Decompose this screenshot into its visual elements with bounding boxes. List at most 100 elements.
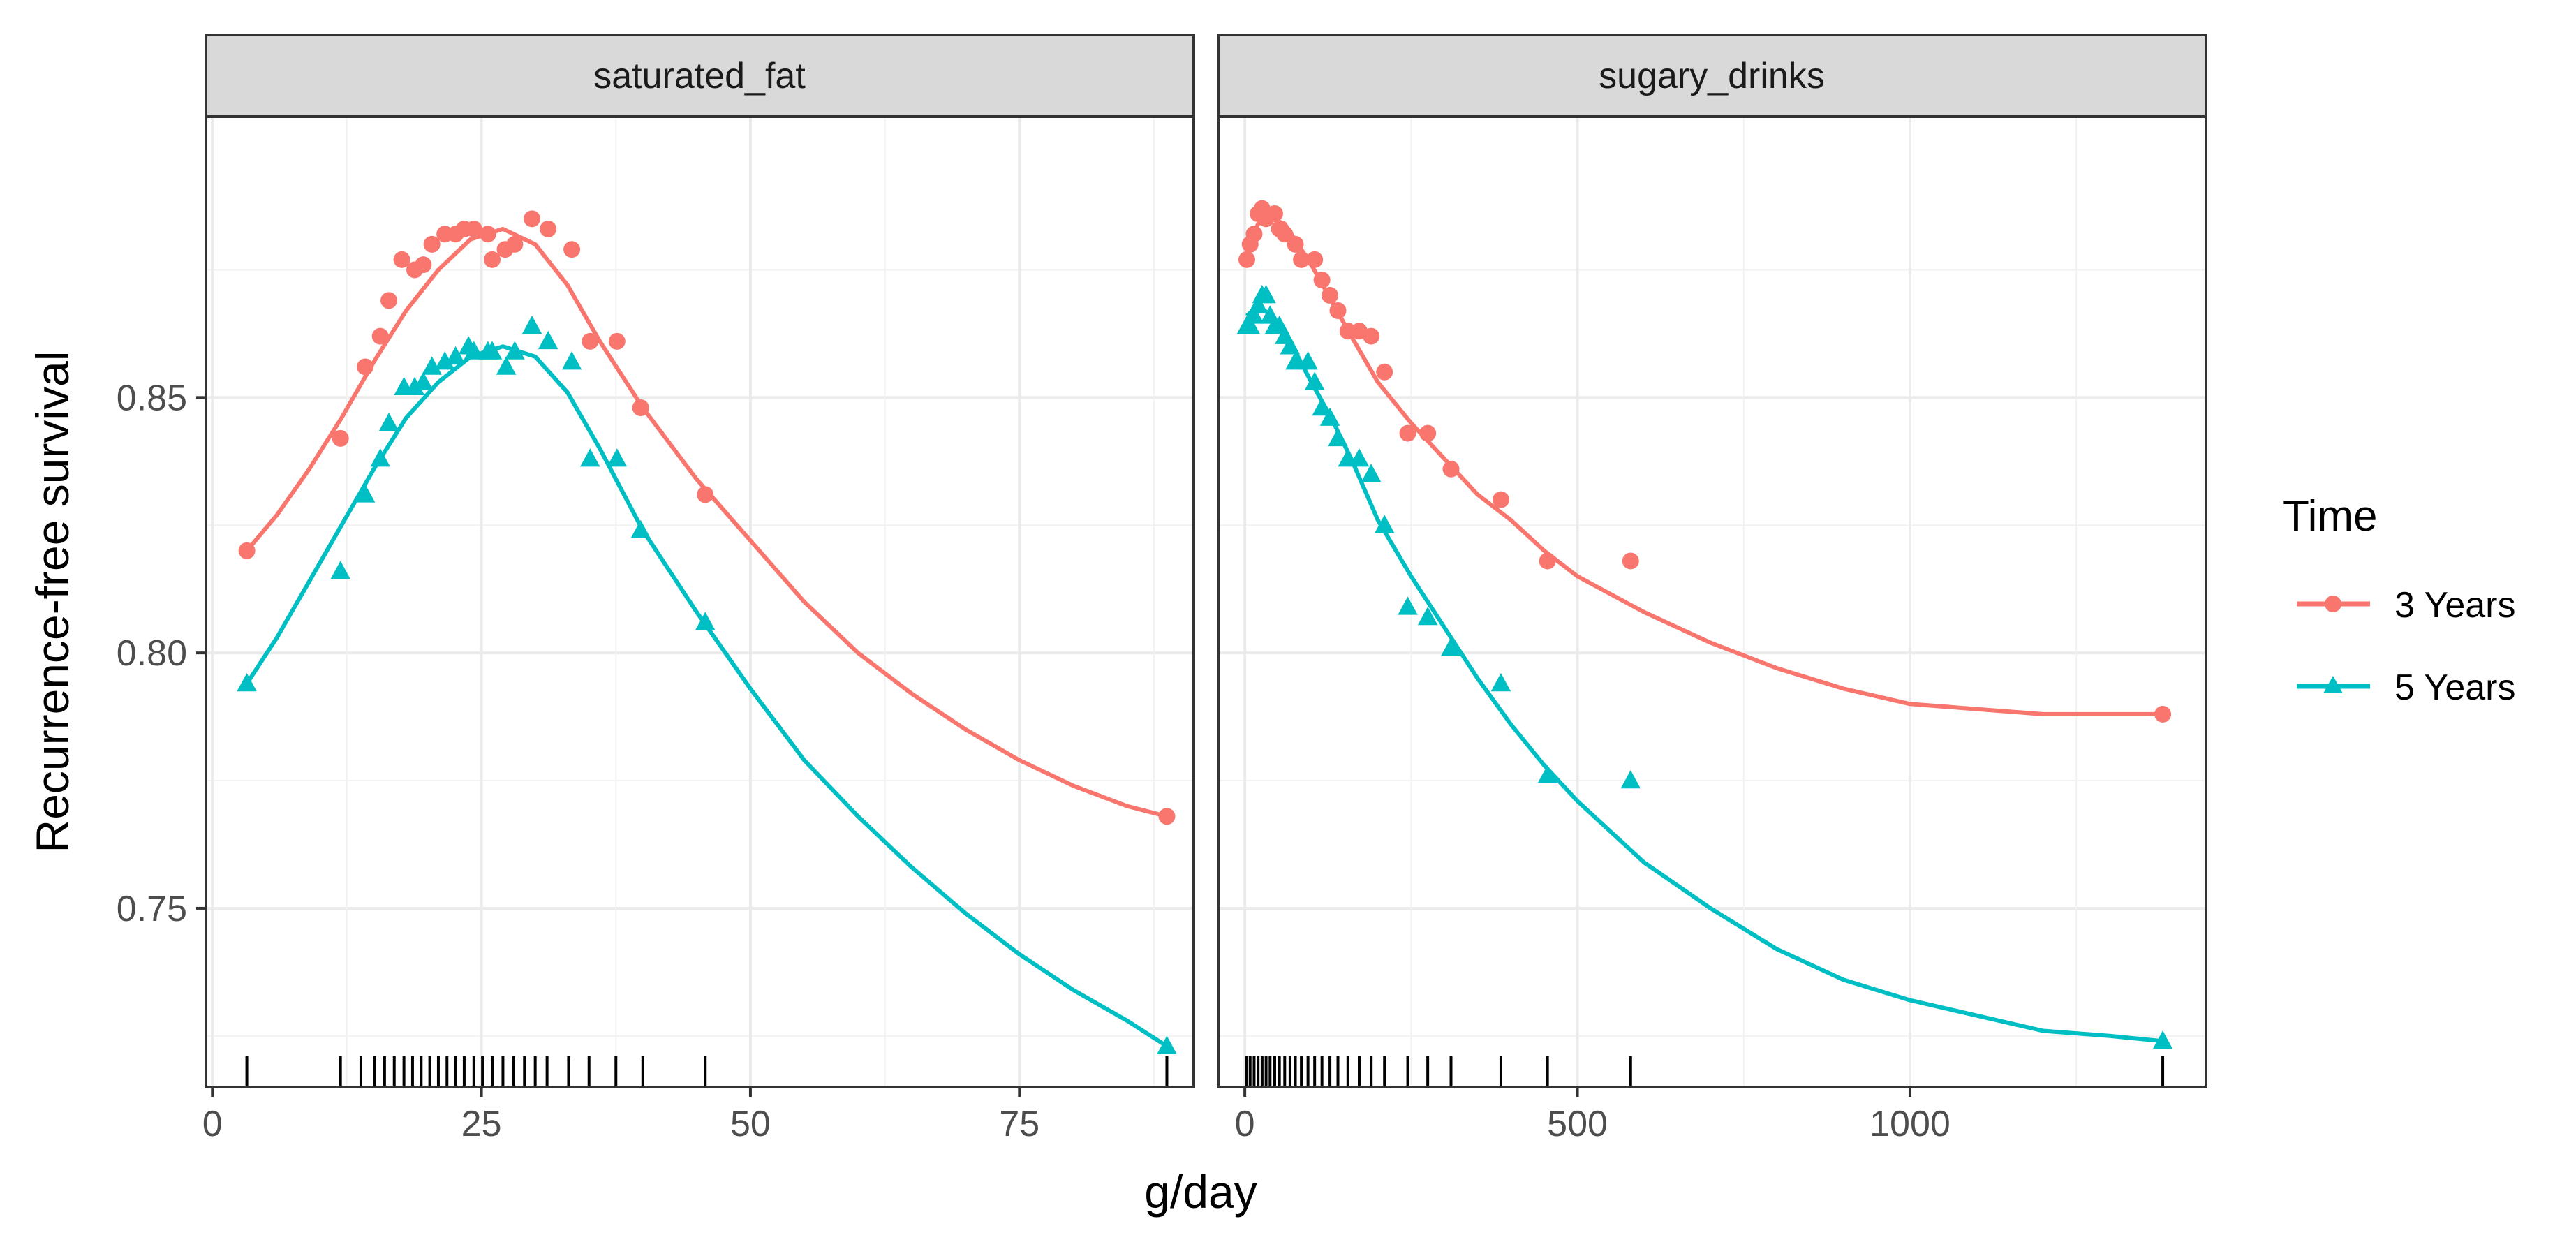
x-tick-label: 0: [1235, 1104, 1255, 1144]
data-point-triangle: [521, 315, 542, 334]
data-point-circle: [1287, 235, 1304, 253]
data-point-circle: [415, 256, 432, 274]
data-point-circle: [465, 220, 482, 237]
data-point-circle: [393, 251, 410, 268]
data-point-triangle: [630, 519, 651, 538]
data-point-circle: [582, 332, 599, 350]
x-tick-label: 75: [999, 1104, 1039, 1144]
data-point-triangle: [378, 412, 399, 431]
data-point-circle: [1322, 287, 1339, 304]
data-point-circle: [697, 486, 714, 503]
strip-label: saturated_fat: [593, 56, 806, 96]
x-axis-title: g/day: [1144, 1166, 1257, 1218]
data-point-circle: [506, 235, 524, 253]
data-point-triangle: [496, 356, 517, 375]
legend-label: 3 Years: [2394, 585, 2516, 626]
strip-background: [205, 34, 1195, 118]
data-point-triangle: [1349, 448, 1370, 467]
y-tick-label: 0.75: [117, 889, 187, 929]
rug-marks: [1245, 1056, 2165, 1087]
legend-label: 5 Years: [2394, 667, 2516, 708]
data-points: [237, 210, 1177, 1054]
data-point-circle: [423, 235, 441, 253]
data-point-triangle: [1441, 637, 1461, 656]
data-point-triangle: [695, 612, 716, 630]
data-point-circle: [332, 429, 349, 447]
smooth-line-3-years: [245, 226, 1168, 819]
data-point-triangle: [370, 448, 390, 467]
data-point-circle: [540, 220, 557, 237]
data-point-triangle: [561, 351, 582, 370]
data-point-circle: [479, 226, 496, 243]
data-point-triangle: [413, 371, 434, 390]
data-points: [1236, 200, 2173, 1049]
x-tick-label: 50: [730, 1104, 771, 1144]
data-point-triangle: [505, 341, 525, 360]
data-point-triangle: [1157, 1035, 1177, 1054]
panel-background: [1218, 117, 2206, 1087]
x-tick-label: 0: [202, 1104, 223, 1144]
data-point-circle: [371, 327, 389, 345]
data-point-triangle: [1248, 295, 1268, 313]
data-point-triangle: [482, 341, 503, 360]
data-point-triangle: [580, 448, 600, 467]
data-point-triangle: [1304, 371, 1325, 390]
data-point-circle: [1238, 251, 1255, 268]
data-point-triangle: [1620, 770, 1641, 789]
data-point-triangle: [237, 673, 257, 692]
y-axis: 0.75 0.80 0.85: [117, 378, 206, 929]
data-point-circle: [608, 332, 626, 350]
data-point-triangle: [1490, 673, 1511, 692]
data-point-circle: [1539, 552, 1556, 570]
data-point-triangle: [404, 376, 425, 395]
legend-entry-3-years: 3 Years: [2297, 585, 2516, 626]
data-point-circle: [632, 399, 649, 416]
x-tick-label: 25: [461, 1104, 502, 1144]
data-point-circle: [524, 210, 541, 228]
legend-entry-5-years: 5 Years: [2297, 667, 2516, 708]
panel-sugary-drinks: sugary_drinks 0 500 1000: [1217, 34, 2207, 1144]
legend: Time 3 Years 5 Years: [2283, 492, 2516, 708]
data-point-triangle: [1280, 336, 1301, 355]
data-point-circle: [1293, 251, 1310, 268]
data-point-triangle: [330, 561, 350, 579]
x-tick-label: 500: [1547, 1104, 1608, 1144]
legend-title: Time: [2283, 492, 2377, 540]
data-point-triangle: [434, 351, 455, 370]
legend-key-circle: [2325, 596, 2341, 612]
data-point-circle: [1158, 808, 1176, 825]
data-point-circle: [2154, 705, 2172, 723]
data-point-circle: [1622, 552, 1639, 570]
data-point-triangle: [1417, 606, 1438, 626]
data-point-circle: [1245, 226, 1263, 243]
data-point-triangle: [1285, 351, 1305, 370]
y-tick-label: 0.80: [117, 633, 187, 674]
data-point-circle: [1399, 424, 1416, 442]
panel-saturated-fat: saturated_fat 0 25 50 75: [202, 34, 1195, 1144]
data-point-circle: [380, 292, 398, 309]
legend-key-triangle: [2323, 676, 2343, 693]
rug-marks: [245, 1056, 1169, 1087]
data-point-circle: [563, 241, 581, 258]
data-point-triangle: [607, 448, 628, 467]
strip-label: sugary_drinks: [1599, 56, 1825, 96]
data-point-triangle: [1537, 764, 1557, 783]
data-point-triangle: [445, 346, 466, 365]
data-point-circle: [1492, 491, 1509, 508]
y-axis-title: Recurrence-free survival: [27, 351, 78, 853]
data-point-circle: [1329, 302, 1347, 319]
data-point-triangle: [1244, 305, 1264, 324]
data-point-triangle: [464, 341, 484, 360]
x-axis-ticks: 0 500 1000: [1235, 1087, 1950, 1144]
data-point-triangle: [1256, 285, 1276, 304]
data-point-circle: [1276, 226, 1294, 243]
data-point-circle: [484, 251, 501, 268]
data-point-triangle: [1319, 407, 1340, 426]
data-point-circle: [1376, 363, 1393, 381]
panel-border: [1217, 115, 2207, 1088]
data-point-circle: [1306, 251, 1324, 268]
data-point-triangle: [1374, 515, 1395, 533]
panel-background: [206, 117, 1194, 1087]
data-point-triangle: [1361, 464, 1382, 482]
data-point-circle: [1442, 460, 1460, 478]
